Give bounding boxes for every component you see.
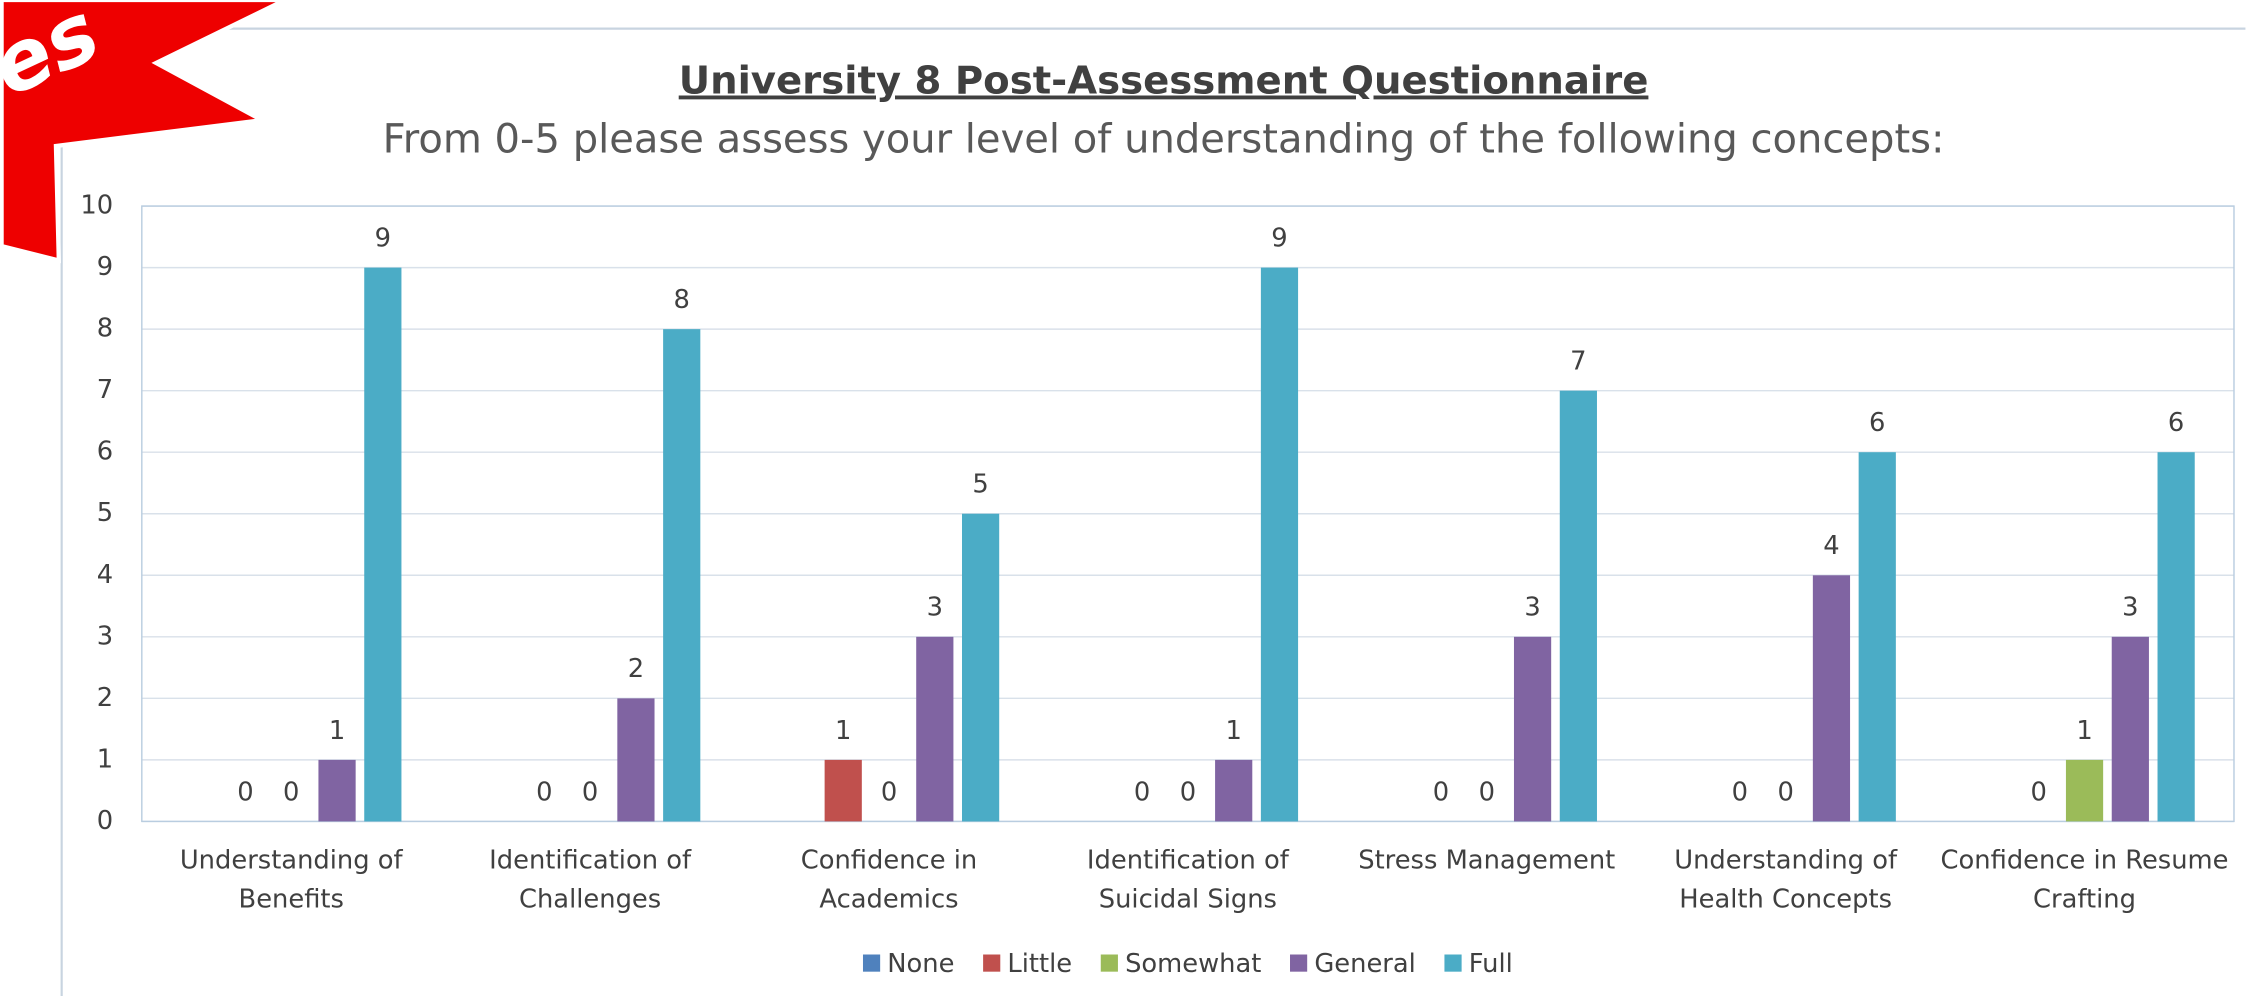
legend-label: Somewhat	[1125, 949, 1261, 979]
legend-swatch	[862, 954, 881, 972]
x-tick-label: Confidence in Academics	[800, 845, 978, 915]
data-label: 0	[1433, 777, 1449, 807]
bar	[1513, 636, 1552, 822]
x-tick-label-box: Confidence in Academics	[800, 845, 978, 915]
x-tick-label-box: Confidence in Resume Crafting	[1940, 845, 2229, 915]
data-label: 1	[329, 716, 345, 746]
data-label: 4	[1823, 531, 1839, 561]
chart-title: University 8 Post-Assessment Questionnai…	[679, 59, 1649, 104]
data-label: 9	[1271, 223, 1287, 253]
data-label: 0	[1479, 777, 1495, 807]
legend-swatch	[1444, 954, 1462, 972]
data-label: 0	[237, 777, 253, 807]
data-label: 2	[628, 654, 644, 684]
data-label: 0	[1732, 777, 1748, 807]
x-tick-label: Confidence in Resume Crafting	[1940, 845, 2229, 915]
bar	[961, 513, 1000, 822]
x-tick-label: Understanding of Benefits	[179, 845, 403, 915]
data-label: 0	[283, 777, 299, 807]
bar	[364, 267, 402, 822]
data-label: 3	[927, 593, 943, 623]
x-tick-label-box: Understanding of Benefits	[179, 845, 403, 915]
x-tick-label-box: Identification of Challenges	[489, 845, 692, 915]
legend-swatch	[983, 954, 1001, 972]
bar	[1260, 267, 1299, 822]
y-tick-label: 7	[97, 375, 113, 405]
bar	[617, 698, 655, 822]
data-label: 0	[881, 777, 897, 807]
x-tick-label: Identification of Challenges	[489, 845, 692, 915]
legend-swatch	[1290, 954, 1308, 972]
bar	[2111, 636, 2149, 822]
data-label: 5	[972, 470, 988, 500]
x-tick-label: Identification of Suicidal Signs	[1086, 845, 1289, 915]
data-label: 3	[2122, 593, 2138, 623]
bar	[1812, 575, 1851, 822]
y-tick-label: 2	[97, 683, 113, 713]
y-tick-label: 10	[80, 191, 113, 221]
y-tick-label: 8	[97, 314, 113, 344]
bar	[2157, 452, 2195, 822]
y-tick-label: 1	[97, 744, 113, 774]
data-label: 8	[674, 285, 690, 315]
bar	[663, 329, 701, 822]
chart-subtitle: From 0-5 please assess your level of und…	[383, 117, 1945, 163]
bar	[1858, 452, 1896, 822]
y-tick-label: 9	[97, 252, 113, 282]
x-tick-label-box: Stress Management	[1358, 845, 1616, 876]
data-label: 1	[2076, 716, 2092, 746]
y-tick-label: 6	[97, 437, 113, 467]
data-label: 0	[1777, 777, 1793, 807]
legend: None Little Somewhat General Full	[862, 949, 1513, 979]
legend-label: General	[1314, 949, 1415, 979]
legend-label: None	[887, 949, 954, 979]
data-label: 0	[1180, 777, 1196, 807]
data-label: 6	[1869, 408, 1885, 438]
bar	[2065, 759, 2104, 822]
x-tick-label-box: Understanding of Health Concepts	[1674, 845, 1898, 915]
legend-label: Little	[1007, 949, 1072, 979]
y-tick-label: 3	[97, 621, 113, 651]
x-tick-label-box: Identification of Suicidal Signs	[1086, 845, 1289, 915]
x-tick-label: Stress Management	[1358, 845, 1616, 876]
bar	[824, 759, 862, 822]
data-label: 0	[2031, 777, 2047, 807]
data-label: 9	[375, 223, 391, 253]
data-label: 6	[2168, 408, 2184, 438]
bar	[916, 636, 954, 822]
data-label: 3	[1524, 593, 1540, 623]
y-tick-label: 0	[97, 806, 113, 836]
x-tick-label: Understanding of Health Concepts	[1674, 845, 1898, 915]
legend-label: Full	[1469, 949, 1513, 979]
y-tick-label: 4	[97, 560, 113, 590]
badge	[0, 0, 286, 264]
legend-swatch	[1100, 954, 1118, 972]
y-tick-label: 5	[97, 498, 113, 528]
data-label: 7	[1570, 347, 1586, 377]
data-label: 1	[835, 716, 851, 746]
data-label: 1	[1225, 716, 1241, 746]
bar	[1215, 759, 1253, 822]
data-label: 0	[582, 777, 598, 807]
data-label: 0	[536, 777, 552, 807]
data-label: 0	[1134, 777, 1150, 807]
bar	[1559, 390, 1597, 822]
plot-border	[141, 205, 2235, 823]
bar	[318, 759, 356, 822]
